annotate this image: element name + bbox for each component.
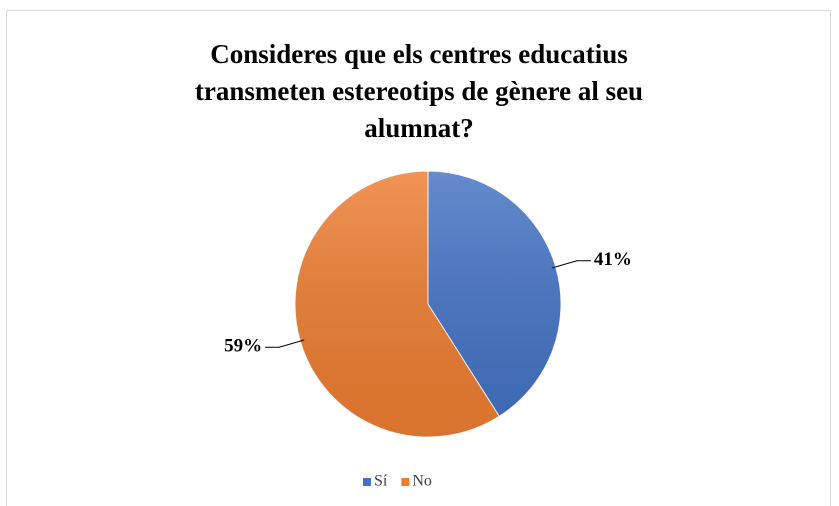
legend-swatch bbox=[401, 478, 410, 486]
legend-swatch bbox=[363, 478, 371, 486]
legend-label: No bbox=[412, 473, 432, 490]
data-label: 59% bbox=[224, 336, 262, 357]
data-label: 41% bbox=[594, 249, 632, 270]
legend-label: Sí bbox=[374, 473, 388, 490]
chart-title: Consideres que els centres educatius tra… bbox=[194, 39, 644, 143]
